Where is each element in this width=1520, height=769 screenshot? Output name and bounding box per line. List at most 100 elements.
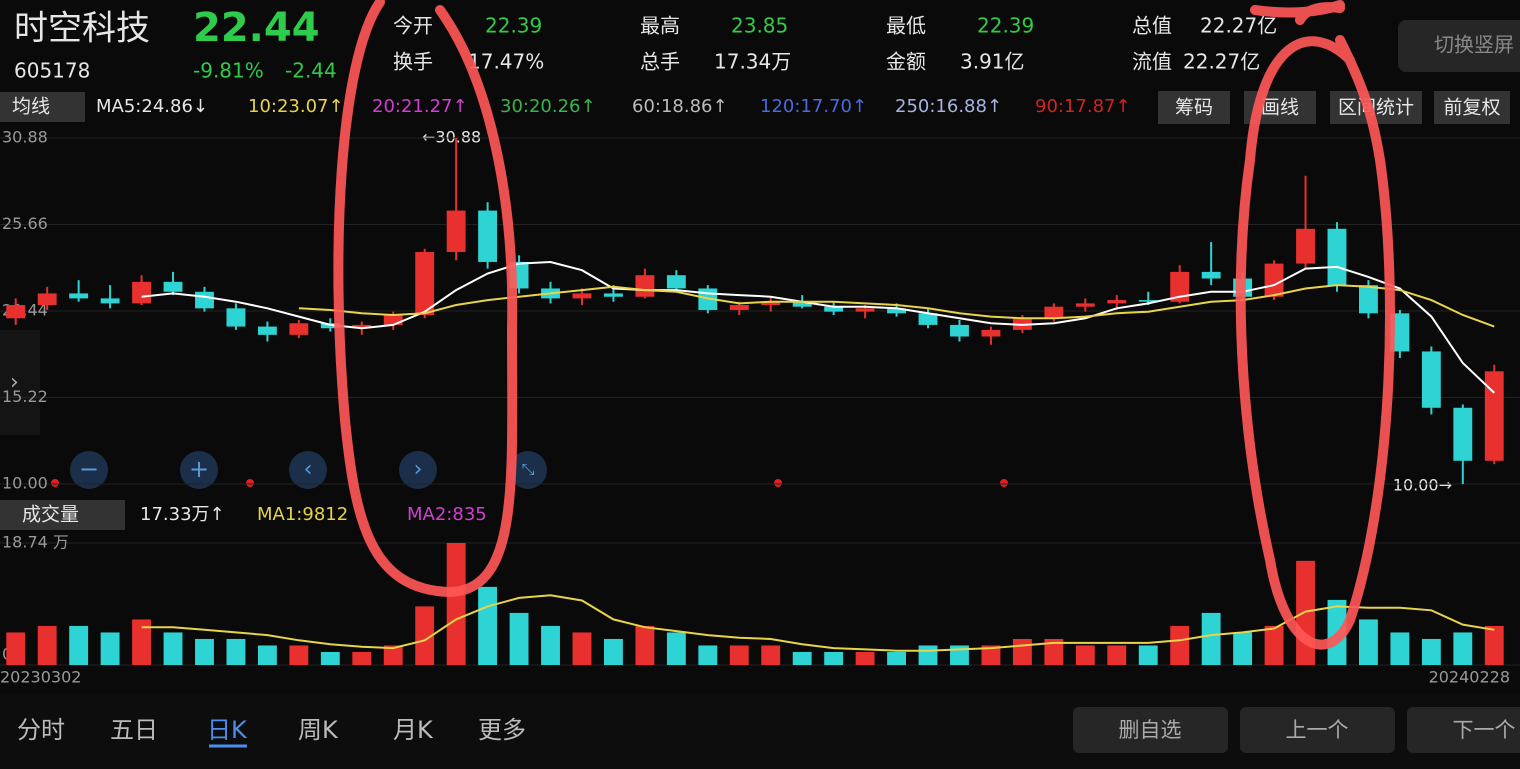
nav-controls: − + ‹ › ⤡ [51,451,1008,489]
candle-body [132,281,151,304]
candle-body [289,323,309,335]
tool-button[interactable] [1434,91,1510,124]
volume-bar [729,645,749,665]
side-arrow[interactable]: › [10,370,19,395]
tool-label[interactable]: 区间统计 [1338,97,1414,119]
candle-body [163,281,183,292]
ma-legend: 120:17.70↑ [760,96,867,117]
tab[interactable]: 月K [393,716,434,744]
volume-bar [824,651,844,665]
candle-body [100,298,120,304]
bottom-button-label[interactable]: 删自选 [1119,718,1182,742]
x-tick-label: 20240228 [1429,668,1510,687]
volume-bar [257,645,277,665]
candle-body [1359,285,1378,314]
candle-body [257,326,277,335]
zoom-in-icon[interactable]: + [189,455,209,483]
volume-legend: MA2:835 [407,504,487,525]
ma-legend: 250:16.88↑ [895,96,1002,117]
reset[interactable] [509,451,547,489]
switch-button[interactable] [1398,20,1520,72]
bottom-button[interactable] [1240,707,1395,753]
candle-body [887,308,906,314]
candle-body [478,210,498,262]
side-handle[interactable] [0,330,40,435]
candle-body [1453,407,1473,461]
stat-label: 最低 [886,14,926,38]
reset-icon[interactable]: ⤡ [522,460,535,479]
zoom-out-icon[interactable]: − [79,455,99,483]
ma-line [141,594,1495,652]
volume-bar [572,632,592,665]
tool-label[interactable]: 筹码 [1175,97,1213,119]
candle-body [1170,271,1190,302]
volume-legend: MA1:9812 [257,504,348,525]
candle-body [226,308,246,327]
candle-body [1327,228,1347,286]
zoom-out[interactable] [70,451,108,489]
change-pct: -9.81% [193,59,264,83]
ma-selector-label[interactable]: 均线 [12,96,50,118]
bottom-button-label[interactable]: 上一个 [1286,718,1349,742]
pan-left[interactable] [289,451,327,489]
volume-bar [918,645,938,665]
right-circle [1235,0,1395,650]
ma-legend: 30:20.26↑ [500,96,596,117]
candle-body [572,293,592,299]
ma-legend: 10:23.07↑ [248,96,344,117]
tool-button[interactable] [1158,91,1230,124]
tool-label[interactable]: 前复权 [1443,97,1500,119]
ma-selector[interactable] [0,92,85,122]
bottom-button[interactable] [1073,707,1228,753]
volume-bar [1264,625,1284,665]
volume-bar [509,612,529,665]
dot [774,479,782,487]
bottom-button-label[interactable]: 下一个 [1453,718,1516,742]
volume-bar [415,606,435,665]
volume-bar [604,638,623,665]
pan-right-icon[interactable]: › [414,457,423,482]
ma-line [298,284,1495,328]
tab[interactable]: 更多 [478,716,526,744]
volume-bar [1233,632,1253,665]
dot [1000,479,1008,487]
volume-bar [1201,612,1221,665]
candle-body [729,305,749,311]
volume-bar [541,625,560,665]
stat-value: 23.85 [731,14,788,38]
candle-body [1421,351,1441,408]
volume-bar [761,645,781,665]
candle-body [1138,300,1158,302]
y-tick-label: 30.88 [2,128,48,147]
volume-legend: 17.33万↑ [140,504,225,525]
candle-body [761,301,781,306]
volume-bar [635,625,655,665]
tab[interactable]: 周K [298,716,339,744]
candle-body [1044,306,1064,319]
candle-body [855,308,875,312]
tool-label[interactable]: 画线 [1261,97,1299,119]
candle-body [1075,303,1095,307]
tab[interactable]: 分时 [17,716,65,744]
volume-bar [352,651,372,665]
volume-bar [855,651,875,665]
bottom-button[interactable] [1407,707,1520,753]
switch-label[interactable]: 切换竖屏 [1434,33,1514,57]
stat-label: 总值 [1132,14,1172,38]
tab[interactable]: 五日 [110,716,158,744]
volume-selector-label[interactable]: 成交量 [22,504,79,526]
candle-body [37,293,57,306]
volume-selector[interactable] [0,500,125,530]
zoom-in[interactable] [180,451,218,489]
volume-bar [383,645,403,665]
pan-left-icon[interactable]: ‹ [304,457,313,482]
candle-body [352,324,372,329]
candle-body [792,301,812,307]
volume-bar [446,543,466,665]
volume-bar [1012,638,1032,665]
volume-bar [226,638,246,665]
y-tick-label: 18.74 万 [2,533,69,552]
tab[interactable]: 日K [207,716,248,744]
pan-right[interactable] [399,451,437,489]
